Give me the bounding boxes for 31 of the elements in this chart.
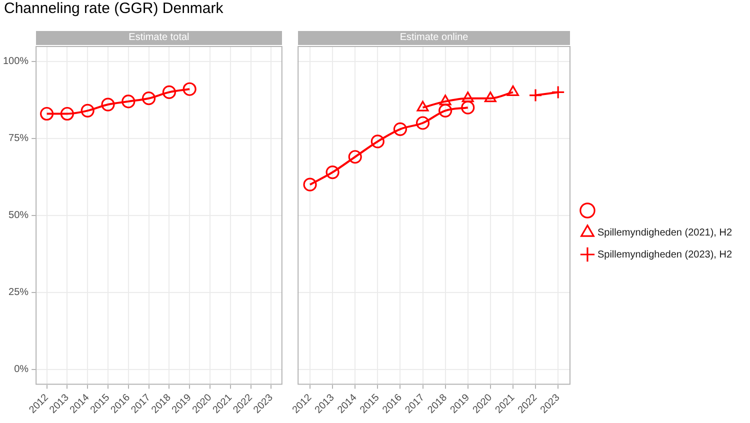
point bbox=[60, 106, 74, 121]
point bbox=[348, 150, 362, 164]
point bbox=[484, 92, 496, 102]
point bbox=[506, 85, 519, 96]
point bbox=[416, 100, 429, 112]
point bbox=[326, 165, 340, 180]
y-tick-label: 25% bbox=[8, 287, 29, 298]
point bbox=[370, 134, 384, 148]
y-tick-label: 50% bbox=[8, 210, 29, 222]
legend-label: Spillemyndigheden (2021), H2 bbox=[597, 227, 732, 238]
point bbox=[101, 98, 115, 112]
point bbox=[416, 116, 430, 130]
point bbox=[40, 106, 54, 121]
y-tick-label: 75% bbox=[8, 133, 29, 144]
point bbox=[122, 94, 136, 108]
point bbox=[461, 100, 475, 114]
point bbox=[162, 85, 176, 99]
point bbox=[393, 122, 408, 136]
point bbox=[182, 82, 196, 96]
point bbox=[438, 104, 452, 118]
y-tick-label: 0% bbox=[14, 364, 29, 376]
point bbox=[303, 178, 317, 192]
point bbox=[439, 94, 452, 106]
y-tick-label: 100% bbox=[3, 56, 29, 68]
legend-label: Spillemyndigheden (2023), H2 bbox=[597, 249, 732, 260]
chart-subtitle: Estimate online bbox=[298, 31, 570, 45]
chart-subtitle: Estimate total bbox=[36, 31, 282, 45]
point bbox=[462, 92, 474, 102]
point bbox=[80, 104, 94, 118]
point bbox=[142, 92, 156, 106]
chart-title: Channeling rate (GGR) Denmark bbox=[4, 0, 224, 17]
